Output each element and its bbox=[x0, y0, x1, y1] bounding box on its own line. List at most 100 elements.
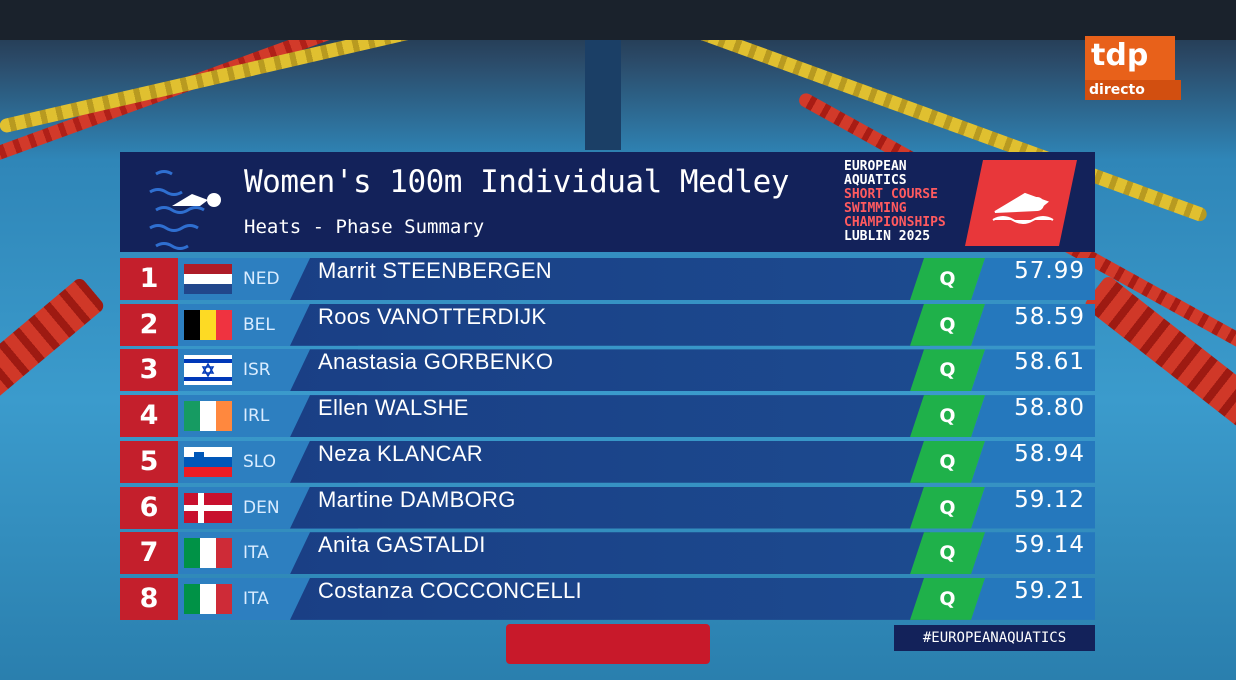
result-row: 6 DEN Martine DAMBORG 59.12 Q bbox=[120, 486, 1095, 529]
result-row: 7 ITA Anita GASTALDI 59.14 Q bbox=[120, 532, 1095, 575]
qualification-status: Q bbox=[910, 532, 985, 574]
event-logo-line: SHORT COURSE bbox=[844, 187, 938, 202]
flag-part bbox=[184, 466, 232, 477]
event-logo-line: SWIMMING bbox=[844, 201, 907, 216]
rank: 5 bbox=[120, 440, 178, 483]
flag-image bbox=[184, 583, 232, 614]
country-code: ITA bbox=[243, 588, 269, 609]
time: 57.99 bbox=[1014, 258, 1085, 284]
flag-part bbox=[184, 264, 232, 274]
country-code: SLO bbox=[243, 451, 277, 472]
event-logo-line: CHAMPIONSHIPS bbox=[844, 215, 946, 230]
flag bbox=[184, 264, 232, 298]
time-box: 59.12 bbox=[971, 486, 1095, 529]
country-code: ISR bbox=[243, 360, 271, 381]
flag bbox=[184, 401, 232, 435]
flag-part bbox=[200, 309, 216, 340]
rank: 4 bbox=[120, 395, 178, 438]
rank: 3 bbox=[120, 349, 178, 392]
athlete-name: Roos VANOTTERDIJK bbox=[318, 303, 547, 329]
flag-part bbox=[184, 284, 232, 294]
rank: 2 bbox=[120, 303, 178, 346]
hashtag: #EUROPEANAQUATICS bbox=[894, 625, 1095, 651]
header: Women's 100m Individual Medley Heats - P… bbox=[120, 152, 1095, 252]
flag-image bbox=[184, 401, 232, 432]
flag-part bbox=[216, 309, 232, 340]
athlete-name: Neza KLANCAR bbox=[318, 440, 483, 466]
flag-part bbox=[216, 538, 232, 569]
athlete-name: Marrit STEENBERGEN bbox=[318, 258, 552, 283]
flag bbox=[184, 583, 232, 618]
flag-part bbox=[184, 359, 232, 364]
live-label: directo bbox=[1085, 80, 1181, 100]
name-box bbox=[290, 486, 930, 529]
flag-part bbox=[216, 401, 232, 432]
time-box: 59.21 bbox=[971, 577, 1095, 620]
emblem-head bbox=[1030, 197, 1044, 211]
country-code: DEN bbox=[243, 497, 280, 518]
flag-part bbox=[200, 401, 216, 432]
swimmer-head bbox=[207, 193, 221, 207]
time: 58.80 bbox=[1014, 395, 1085, 422]
flag-image bbox=[184, 309, 232, 340]
title: Women's 100m Individual Medley bbox=[244, 164, 789, 200]
result-row: 3 ISR Anastasia GORBENKO 58.61 Q bbox=[120, 349, 1095, 392]
country-code: NED bbox=[243, 269, 280, 289]
rank: 6 bbox=[120, 486, 178, 529]
event-logo-line: EUROPEAN bbox=[844, 159, 907, 174]
logo-text: tdp bbox=[1091, 38, 1149, 73]
qualification-status: Q bbox=[910, 441, 985, 483]
flag-image bbox=[184, 492, 232, 523]
time: 58.94 bbox=[1014, 440, 1085, 467]
flag-part bbox=[184, 583, 200, 614]
athlete-name: Ellen WALSHE bbox=[318, 395, 469, 421]
name-box bbox=[290, 303, 930, 346]
country-code: ITA bbox=[243, 543, 269, 564]
rank: 8 bbox=[120, 577, 178, 620]
time-box: 58.59 bbox=[971, 303, 1095, 346]
qualification-status: Q bbox=[910, 487, 985, 529]
name-box bbox=[290, 577, 930, 620]
flag-image bbox=[184, 538, 232, 569]
result-row: 8 ITA Costanza COCCONCELLI 59.21 Q bbox=[120, 577, 1095, 620]
flag-part bbox=[184, 377, 232, 382]
flag-part bbox=[184, 401, 200, 432]
time: 58.59 bbox=[1014, 303, 1085, 330]
flag-part bbox=[184, 538, 200, 569]
result-row: 1 NED Marrit STEENBERGEN 57.99 Q bbox=[120, 258, 1095, 300]
result-row: 2 BEL Roos VANOTTERDIJK 58.59 Q bbox=[120, 303, 1095, 346]
flag bbox=[184, 492, 232, 527]
time: 59.21 bbox=[1014, 577, 1085, 604]
swimmer-icon bbox=[172, 194, 208, 206]
flag-part bbox=[184, 309, 200, 340]
qualification-status: Q bbox=[910, 395, 985, 437]
sponsor-banner bbox=[506, 624, 710, 664]
athlete-name: Costanza COCCONCELLI bbox=[318, 577, 582, 603]
flag bbox=[184, 538, 232, 572]
flag-part bbox=[194, 451, 204, 464]
name-box bbox=[290, 349, 930, 392]
flag-part bbox=[200, 583, 216, 614]
flag-part bbox=[184, 456, 232, 467]
name-box bbox=[290, 440, 930, 483]
wave-decoration bbox=[149, 170, 221, 250]
flag bbox=[184, 446, 232, 481]
qualification-status: Q bbox=[910, 578, 985, 620]
event-logo-line: LUBLIN 2025 bbox=[844, 229, 931, 244]
time-box: 59.14 bbox=[971, 532, 1095, 575]
flag-part bbox=[184, 446, 232, 457]
flag-star bbox=[201, 362, 215, 378]
athlete-name: Martine DAMBORG bbox=[318, 486, 516, 512]
country-code: BEL bbox=[243, 314, 275, 335]
flag-part bbox=[200, 538, 216, 569]
name-box bbox=[290, 395, 930, 438]
athlete-name: Anastasia GORBENKO bbox=[318, 349, 554, 375]
time: 58.61 bbox=[1014, 349, 1085, 376]
time-box: 57.99 bbox=[971, 258, 1095, 300]
athlete-name: Anita GASTALDI bbox=[318, 532, 486, 558]
time-box: 58.61 bbox=[971, 349, 1095, 392]
time: 59.14 bbox=[1014, 532, 1085, 559]
result-row: 4 IRL Ellen WALSHE 58.80 Q bbox=[120, 395, 1095, 438]
